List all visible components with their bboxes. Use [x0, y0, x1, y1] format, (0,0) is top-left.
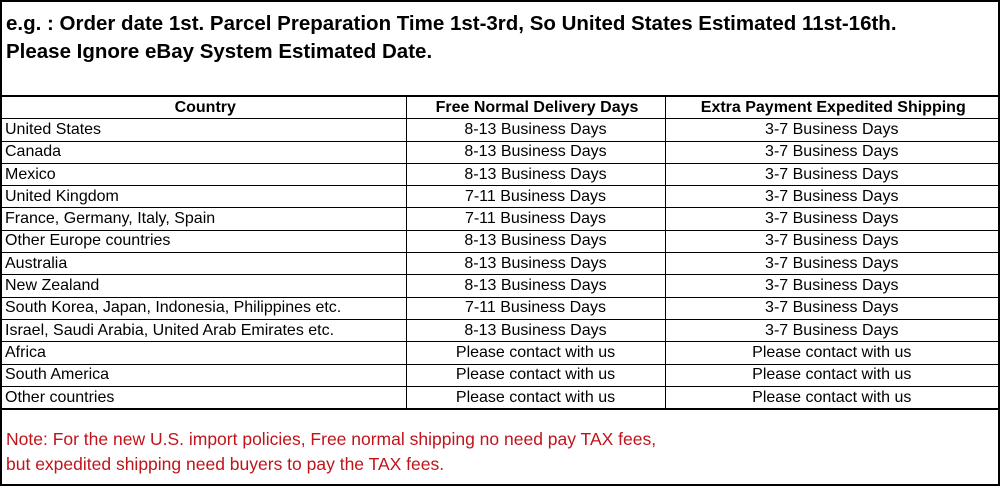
- header-free-delivery: Free Normal Delivery Days: [405, 95, 666, 120]
- note-line-1: Note: For the new U.S. import policies, …: [6, 429, 657, 449]
- free-delivery-cell: 8-13 Business Days: [405, 229, 666, 254]
- country-cell: Australia: [2, 252, 407, 276]
- expedited-cell: 3-7 Business Days: [664, 296, 998, 320]
- country-cell: Canada: [2, 140, 407, 164]
- free-delivery-cell: 8-13 Business Days: [405, 140, 666, 164]
- table-row: Other Europe countries 8-13 Business Days…: [2, 229, 998, 254]
- table-row: Mexico 8-13 Business Days 3-7 Business Day…: [2, 162, 998, 187]
- table-row: Other countries Please contact with us Ple…: [2, 385, 998, 411]
- expedited-cell: 3-7 Business Days: [664, 207, 998, 231]
- table-row: United States 8-13 Business Days 3-7 Busin…: [2, 118, 998, 142]
- intro-line-1: e.g. : Order date 1st. Parcel Preparatio…: [6, 12, 897, 35]
- header-expedited: Extra Payment Expedited Shipping: [664, 95, 998, 120]
- country-cell: Other countries: [2, 385, 407, 411]
- free-delivery-cell: 7-11 Business Days: [405, 296, 666, 320]
- intro-text: e.g. : Order date 1st. Parcel Preparatio…: [6, 10, 897, 66]
- tax-note: Note: For the new U.S. import policies, …: [6, 427, 656, 477]
- free-delivery-cell: Please contact with us: [405, 385, 666, 411]
- intro-line-2: Please Ignore eBay System Estimated Date…: [6, 40, 433, 63]
- country-cell: Israel, Saudi Arabia, United Arab Emirat…: [2, 318, 407, 343]
- table-row: United Kingdom 7-11 Business Days 3-7 Busi…: [2, 185, 998, 209]
- free-delivery-cell: Please contact with us: [405, 363, 666, 387]
- expedited-cell: 3-7 Business Days: [664, 252, 998, 276]
- expedited-cell: 3-7 Business Days: [664, 118, 998, 142]
- table-row: Australia 8-13 Business Days 3-7 Business …: [2, 252, 998, 276]
- country-cell: New Zealand: [2, 274, 407, 298]
- expedited-cell: 3-7 Business Days: [664, 140, 998, 164]
- free-delivery-cell: 8-13 Business Days: [405, 274, 666, 298]
- free-delivery-cell: Please contact with us: [405, 341, 666, 365]
- table-row: South Korea, Japan, Indonesia, Philippin…: [2, 296, 998, 320]
- country-cell: South Korea, Japan, Indonesia, Philippin…: [2, 296, 407, 320]
- table-header-row: Country Free Normal Delivery Days Extra …: [2, 95, 998, 120]
- country-cell: Mexico: [2, 162, 407, 187]
- country-cell: France, Germany, Italy, Spain: [2, 207, 407, 231]
- expedited-cell: 3-7 Business Days: [664, 185, 998, 209]
- table-row: South America Please contact with us Pleas…: [2, 363, 998, 387]
- free-delivery-cell: 7-11 Business Days: [405, 185, 666, 209]
- table-row: Africa Please contact with us Please conta…: [2, 341, 998, 365]
- table-row: France, Germany, Italy, Spain 7-11 Busine…: [2, 207, 998, 231]
- country-cell: United Kingdom: [2, 185, 407, 209]
- shipping-table: Country Free Normal Delivery Days Extra …: [2, 95, 998, 411]
- header-country: Country: [2, 95, 407, 120]
- expedited-cell: Please contact with us: [664, 385, 998, 411]
- country-cell: South America: [2, 363, 407, 387]
- expedited-cell: Please contact with us: [664, 341, 998, 365]
- table-row: Canada 8-13 Business Days 3-7 Business Day…: [2, 140, 998, 164]
- country-cell: United States: [2, 118, 407, 142]
- free-delivery-cell: 8-13 Business Days: [405, 318, 666, 343]
- free-delivery-cell: 8-13 Business Days: [405, 252, 666, 276]
- expedited-cell: 3-7 Business Days: [664, 318, 998, 343]
- expedited-cell: 3-7 Business Days: [664, 274, 998, 298]
- note-line-2: but expedited shipping need buyers to pa…: [6, 454, 445, 474]
- free-delivery-cell: 8-13 Business Days: [405, 118, 666, 142]
- expedited-cell: Please contact with us: [664, 363, 998, 387]
- country-cell: Africa: [2, 341, 407, 365]
- free-delivery-cell: 7-11 Business Days: [405, 207, 666, 231]
- expedited-cell: 3-7 Business Days: [664, 229, 998, 254]
- table-row: New Zealand 8-13 Business Days 3-7 Busines…: [2, 274, 998, 298]
- free-delivery-cell: 8-13 Business Days: [405, 162, 666, 187]
- expedited-cell: 3-7 Business Days: [664, 162, 998, 187]
- table-row: Israel, Saudi Arabia, United Arab Emirat…: [2, 318, 998, 343]
- country-cell: Other Europe countries: [2, 229, 407, 254]
